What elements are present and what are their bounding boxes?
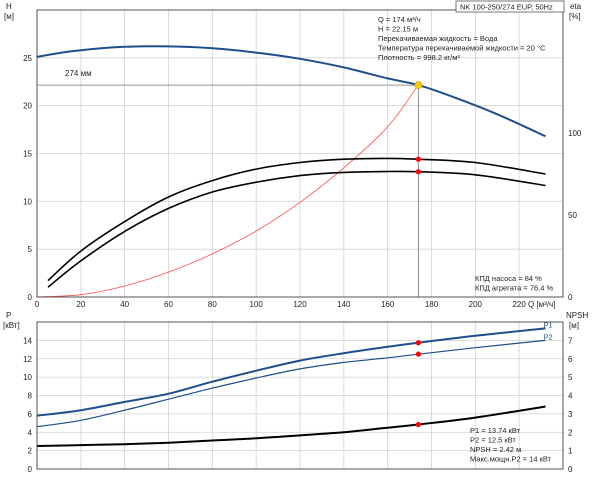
eff-marker-0	[415, 156, 421, 162]
eff-info-line: КПД агрегата = 76.4 %	[475, 284, 553, 293]
x-tick-label: 80	[208, 300, 217, 309]
series-eff-pump-line	[47, 157, 546, 282]
duty-info-line: H = 22.15 м	[378, 25, 418, 34]
x-tick-label: 200	[469, 300, 483, 309]
power-info-line: P2 = 12.5 кВт	[470, 436, 516, 445]
npsh-tick-label: 6	[568, 355, 573, 364]
power-marker-1	[415, 351, 421, 357]
power-info-line: NPSH = 2.42 м	[470, 445, 521, 454]
top-plot-frame	[36, 9, 564, 298]
npsh-tick-label: 1	[568, 447, 573, 456]
y-left-tick-label: 15	[23, 150, 32, 159]
series-p1-line	[36, 327, 546, 417]
power-marker-0	[415, 340, 421, 346]
power-info-line: P1 = 13.74 кВт	[470, 426, 521, 435]
eff-marker-1	[415, 169, 421, 175]
p-tick-label: 10	[23, 373, 32, 382]
series-head-line	[36, 45, 546, 138]
duty-point-marker	[414, 81, 423, 89]
y-left-tick-label: 0	[28, 293, 33, 302]
npsh-tick-label: 7	[568, 336, 573, 345]
impeller-label: 274 мм	[65, 69, 92, 78]
series-p2-label: P2	[543, 332, 552, 341]
bottom-plot-frame	[36, 321, 564, 470]
y-left-tick-label: 20	[23, 102, 32, 111]
x-tick-label: 0	[35, 300, 40, 309]
series-eff-unit-line	[47, 170, 546, 288]
npsh-axis-unit: [м]	[569, 321, 579, 330]
y-right-tick-label: 100	[568, 129, 582, 138]
x-tick-label: 140	[337, 300, 351, 309]
p-tick-label: 0	[28, 465, 33, 474]
x-tick-label: 40	[120, 300, 129, 309]
npsh-tick-label: 5	[568, 373, 573, 382]
npsh-tick-label: 0	[568, 465, 573, 474]
y-left-axis-title: H	[6, 2, 12, 11]
duty-info-line: Плотность = 998.2 кг/м³	[378, 53, 460, 62]
x-tick-label: 20	[76, 300, 85, 309]
y-left-tick-label: 10	[23, 197, 32, 206]
marker-layer	[414, 81, 423, 428]
p-tick-label: 4	[28, 428, 33, 437]
text-layer: 0 20 40 60 80 100 120 140 160 180 200 2200510152025…	[3, 2, 588, 474]
power-info-line: Макс.мощн.P2 = 14 кВт	[470, 455, 552, 464]
y-right-tick-label: 0	[568, 293, 573, 302]
y-right-tick-label: 50	[568, 211, 577, 220]
p-tick-label: 8	[28, 392, 33, 401]
y-right-axis-title: eta	[570, 2, 582, 11]
x-tick-label: 60	[164, 300, 173, 309]
series-p1-label: P1	[543, 320, 552, 329]
duty-info-line: Температура перекачиваемой жидкости = 20…	[378, 44, 546, 53]
y-left-tick-label: 25	[23, 54, 32, 63]
series-system-line	[36, 84, 419, 298]
series-layer	[36, 45, 546, 447]
series-p2-line	[36, 339, 546, 428]
x-tick-label: 160	[381, 300, 395, 309]
grid-layer	[36, 10, 563, 470]
p-tick-label: 2	[28, 447, 33, 456]
x-axis-title: Q [м³/ч]	[528, 300, 555, 309]
p-axis-unit: [кВт]	[3, 321, 20, 330]
y-left-axis-unit: [м]	[4, 12, 14, 21]
eff-info-line: КПД насоса = 84 %	[475, 274, 542, 283]
power-marker-2	[415, 421, 421, 428]
p-tick-label: 14	[23, 336, 32, 345]
npsh-tick-label: 4	[568, 392, 573, 401]
y-left-tick-label: 5	[28, 245, 33, 254]
p-tick-label: 6	[28, 410, 33, 419]
npsh-axis-title: NPSH	[566, 311, 588, 320]
duty-info-line: Перекачиваемая жидкость = Вода	[378, 34, 498, 43]
p-tick-label: 12	[23, 355, 32, 364]
p-axis-title: P	[6, 311, 11, 320]
x-tick-label: 120	[293, 300, 307, 309]
npsh-tick-label: 3	[568, 410, 573, 419]
x-tick-label: 180	[425, 300, 439, 309]
npsh-tick-label: 2	[568, 428, 573, 437]
x-tick-label: 220	[512, 300, 526, 309]
duty-info-line: Q = 174 м³/ч	[378, 15, 421, 24]
y-right-axis-unit: [%]	[569, 12, 581, 21]
x-tick-label: 100	[249, 300, 263, 309]
title-box	[455, 0, 565, 13]
series-npsh-line	[36, 405, 546, 447]
chart-title: NK 100-250/274 EUP, 50Hz	[460, 3, 553, 12]
axes-layer	[36, 0, 565, 470]
